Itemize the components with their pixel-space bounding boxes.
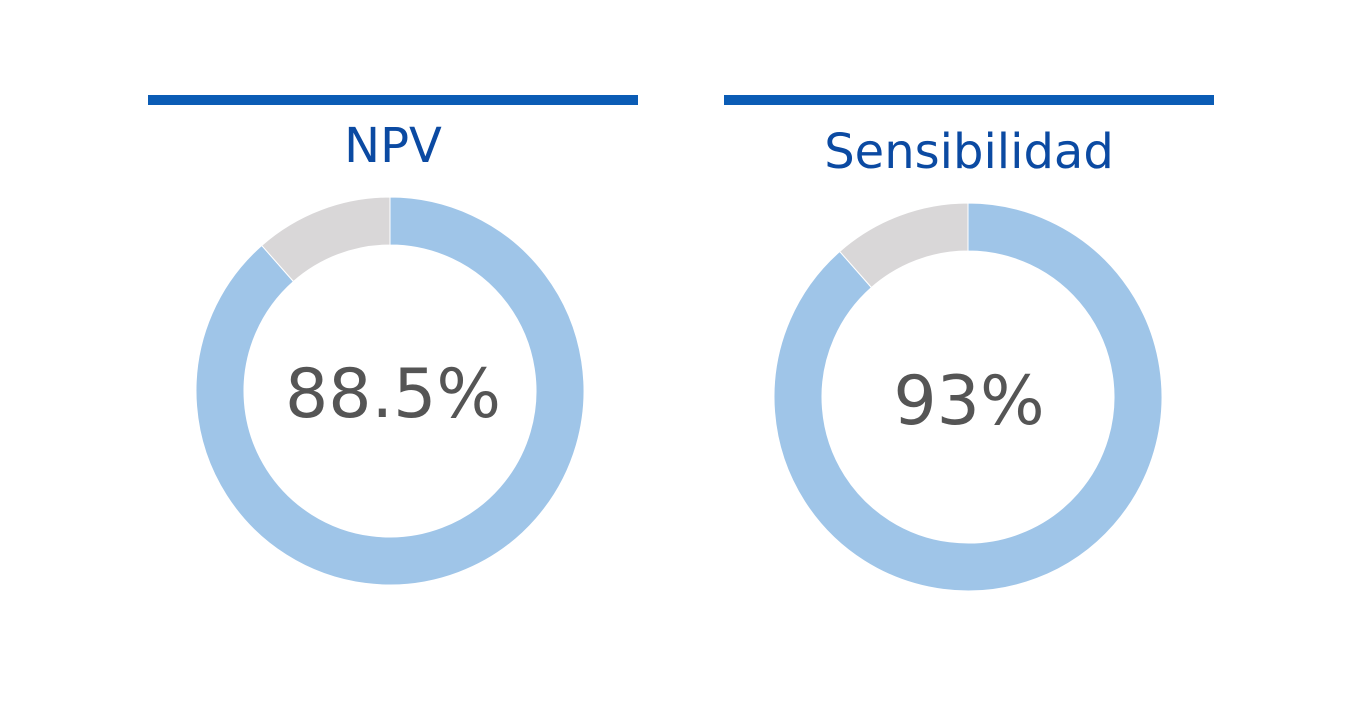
chart-title: Sensibilidad	[824, 124, 1114, 180]
accent-line	[148, 95, 638, 105]
donut-slice-filled	[773, 202, 1163, 592]
chart-title: NPV	[344, 118, 442, 174]
donut-chart	[195, 196, 585, 586]
value-label: 93%	[893, 362, 1045, 441]
chart-panel-npv: NPV 88.5%	[148, 0, 638, 701]
accent-line	[724, 95, 1214, 105]
donut-slice-remainder	[838, 202, 969, 289]
donut-chart	[773, 202, 1163, 592]
chart-panel-sensibilidad: Sensibilidad 93%	[724, 0, 1214, 701]
donut-slice-filled	[195, 196, 585, 586]
value-label: 88.5%	[284, 355, 502, 434]
donut-slice-remainder	[260, 196, 391, 283]
